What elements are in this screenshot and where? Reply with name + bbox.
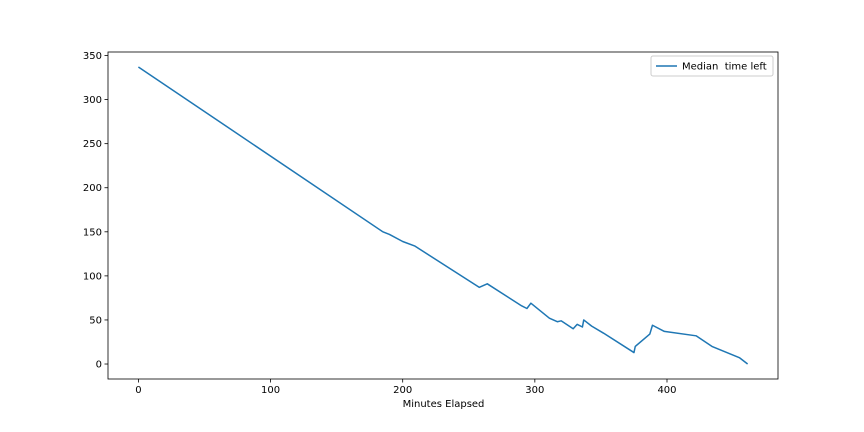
x-tick-label: 300 bbox=[525, 385, 544, 396]
x-tick-label: 100 bbox=[261, 385, 280, 396]
y-tick-label: 350 bbox=[83, 51, 102, 62]
y-tick-label: 150 bbox=[83, 227, 102, 238]
y-tick-label: 0 bbox=[96, 360, 102, 371]
x-tick-label: 0 bbox=[135, 385, 141, 396]
y-tick-label: 100 bbox=[83, 271, 102, 282]
y-tick-label: 50 bbox=[89, 315, 102, 326]
plot-area bbox=[107, 51, 779, 380]
x-axis-label: Minutes Elapsed bbox=[403, 399, 485, 410]
x-tick-label: 400 bbox=[657, 385, 676, 396]
series-line-0 bbox=[137, 66, 749, 365]
y-tick-label: 200 bbox=[83, 183, 102, 194]
legend: Median time left bbox=[650, 55, 774, 77]
x-axis: 0 100 200 300 400 bbox=[135, 379, 677, 396]
series-layer bbox=[137, 66, 749, 365]
legend-box bbox=[650, 55, 774, 77]
legend-entry: Median time left bbox=[682, 62, 767, 73]
y-tick-label: 300 bbox=[83, 95, 102, 106]
x-tick-label: 200 bbox=[393, 385, 412, 396]
axes-frame bbox=[107, 51, 779, 380]
y-tick-label: 250 bbox=[83, 139, 102, 150]
y-axis: 0 50 100 150 200 250 300 350 bbox=[83, 51, 108, 371]
